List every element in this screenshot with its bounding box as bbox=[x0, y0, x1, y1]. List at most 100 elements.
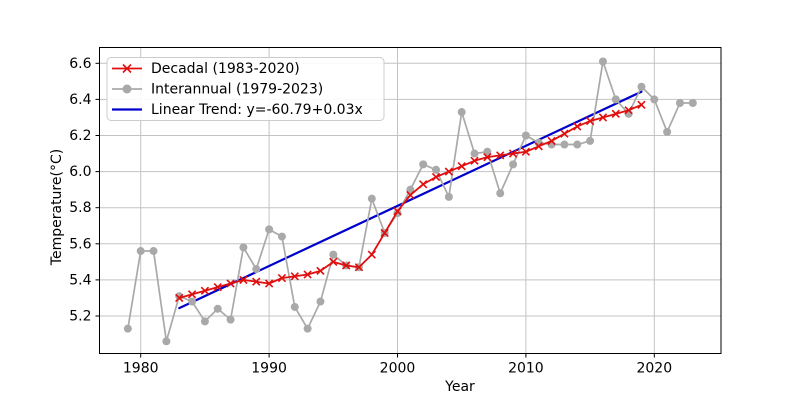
decadal-x-marker bbox=[431, 172, 441, 182]
interannual-point bbox=[303, 324, 312, 333]
interannual-point bbox=[123, 324, 132, 333]
decadal-x-marker bbox=[483, 152, 492, 162]
decadal-x-marker bbox=[534, 142, 543, 151]
decadal-x-marker bbox=[573, 122, 582, 131]
decadal-x-marker bbox=[187, 290, 197, 299]
interannual-point bbox=[367, 194, 376, 203]
legend-label: Decadal (1983-2020) bbox=[151, 61, 300, 77]
decadal-x-marker bbox=[380, 228, 389, 238]
plot-area-border bbox=[99, 47, 722, 354]
decadal-x-marker bbox=[419, 180, 428, 189]
y-tick-label: 5.6 bbox=[69, 236, 91, 252]
y-axis-label: Temperature(°C) bbox=[49, 149, 65, 266]
decadal-x-marker bbox=[560, 129, 569, 138]
decadal-x-marker bbox=[277, 273, 287, 283]
interannual-point bbox=[457, 108, 466, 117]
y-tick-label: 6.6 bbox=[69, 56, 91, 72]
decadal-x-marker bbox=[316, 266, 325, 276]
decadal-x-marker bbox=[303, 270, 312, 279]
interannual-point bbox=[290, 302, 299, 311]
interannual-point bbox=[675, 99, 684, 108]
y-tick-label: 6.4 bbox=[69, 92, 91, 108]
decadal-x-marker bbox=[329, 257, 338, 267]
legend: Decadal (1983-2020) Interannual (1979-202… bbox=[106, 57, 385, 121]
interannual-point bbox=[611, 95, 620, 104]
interannual-point bbox=[200, 317, 209, 326]
interannual-point bbox=[226, 315, 235, 324]
interannual-point bbox=[213, 304, 222, 313]
y-tick-label: 5.4 bbox=[69, 272, 91, 288]
series-layer bbox=[123, 57, 697, 346]
interannual-point bbox=[496, 189, 505, 198]
decadal-x-marker bbox=[175, 293, 184, 303]
decadal-x-marker bbox=[406, 190, 415, 200]
x-tick-label: 1980 bbox=[123, 361, 159, 377]
decadal-x-marker bbox=[637, 100, 646, 109]
interannual-point bbox=[470, 149, 479, 158]
decadal-x-marker bbox=[521, 147, 531, 156]
legend-circle-marker-icon bbox=[122, 84, 132, 94]
interannual-point bbox=[688, 99, 697, 108]
interannual-point bbox=[637, 82, 646, 91]
interannual-point bbox=[149, 247, 158, 256]
x-tick-label: 2020 bbox=[636, 361, 672, 377]
interannual-point bbox=[650, 95, 659, 104]
interannual-point bbox=[586, 136, 595, 145]
y-tick-label: 6.0 bbox=[69, 164, 91, 180]
decadal-x-marker bbox=[290, 272, 299, 281]
decadal-x-marker bbox=[470, 156, 479, 165]
interannual-point bbox=[663, 127, 672, 136]
interannual-point bbox=[419, 160, 428, 169]
decadal-line bbox=[178, 103, 642, 299]
interannual-point bbox=[136, 247, 145, 256]
x-tick-label: 2000 bbox=[380, 361, 416, 377]
interannual-point bbox=[277, 232, 286, 241]
decadal-x-marker bbox=[496, 151, 505, 160]
interannual-point bbox=[509, 160, 518, 169]
decadal-x-marker bbox=[444, 167, 454, 176]
decadal-x-marker bbox=[624, 106, 633, 115]
decadal-x-marker bbox=[367, 250, 376, 259]
decadal-x-marker bbox=[341, 261, 351, 270]
interannual-point bbox=[560, 140, 569, 149]
interannual-point bbox=[329, 250, 338, 259]
decadal-x-marker bbox=[213, 282, 222, 292]
interannual-point bbox=[444, 192, 453, 201]
y-tick-label: 5.8 bbox=[69, 200, 91, 216]
linear-trend-line bbox=[178, 90, 643, 310]
legend-label: Linear Trend: y=-60.79+0.03x bbox=[151, 102, 363, 118]
y-tick-label: 5.2 bbox=[69, 309, 91, 325]
decadal-x-marker bbox=[264, 279, 274, 288]
interannual-point bbox=[239, 243, 248, 252]
decadal-x-marker bbox=[457, 162, 466, 171]
interannual-point bbox=[188, 297, 197, 306]
interannual-point bbox=[573, 140, 582, 149]
decadal-x-marker bbox=[508, 149, 518, 158]
legend-box bbox=[106, 57, 385, 121]
tick-layer: 1980 1990 2000 2010 2020 5.2 5.4 5.6 5.8 6.0 6.2 6.… bbox=[69, 56, 672, 377]
interannual-point bbox=[252, 265, 261, 274]
decadal-x-marker bbox=[354, 263, 364, 272]
interannual-point bbox=[162, 337, 171, 346]
decadal-x-marker bbox=[200, 286, 210, 295]
legend-label: Interannual (1979-2023) bbox=[151, 82, 323, 98]
decadal-x-marker bbox=[239, 275, 248, 285]
decadal-x-marker bbox=[252, 277, 261, 286]
interannual-point bbox=[521, 131, 530, 140]
interannual-point bbox=[598, 57, 607, 66]
legend-x-marker-icon bbox=[122, 63, 132, 74]
decadal-x-marker bbox=[547, 136, 556, 146]
decadal-x-marker bbox=[598, 113, 608, 122]
x-axis-label: Year bbox=[444, 379, 475, 395]
interannual-point bbox=[483, 147, 492, 156]
decadal-x-marker bbox=[393, 207, 402, 216]
y-tick-label: 6.2 bbox=[69, 128, 91, 144]
decadal-x-marker bbox=[611, 109, 620, 119]
x-tick-label: 2010 bbox=[508, 361, 544, 377]
interannual-point bbox=[265, 225, 274, 234]
interannual-point bbox=[432, 165, 441, 174]
x-tick-label: 1990 bbox=[251, 361, 287, 377]
decadal-x-marker bbox=[226, 279, 235, 288]
